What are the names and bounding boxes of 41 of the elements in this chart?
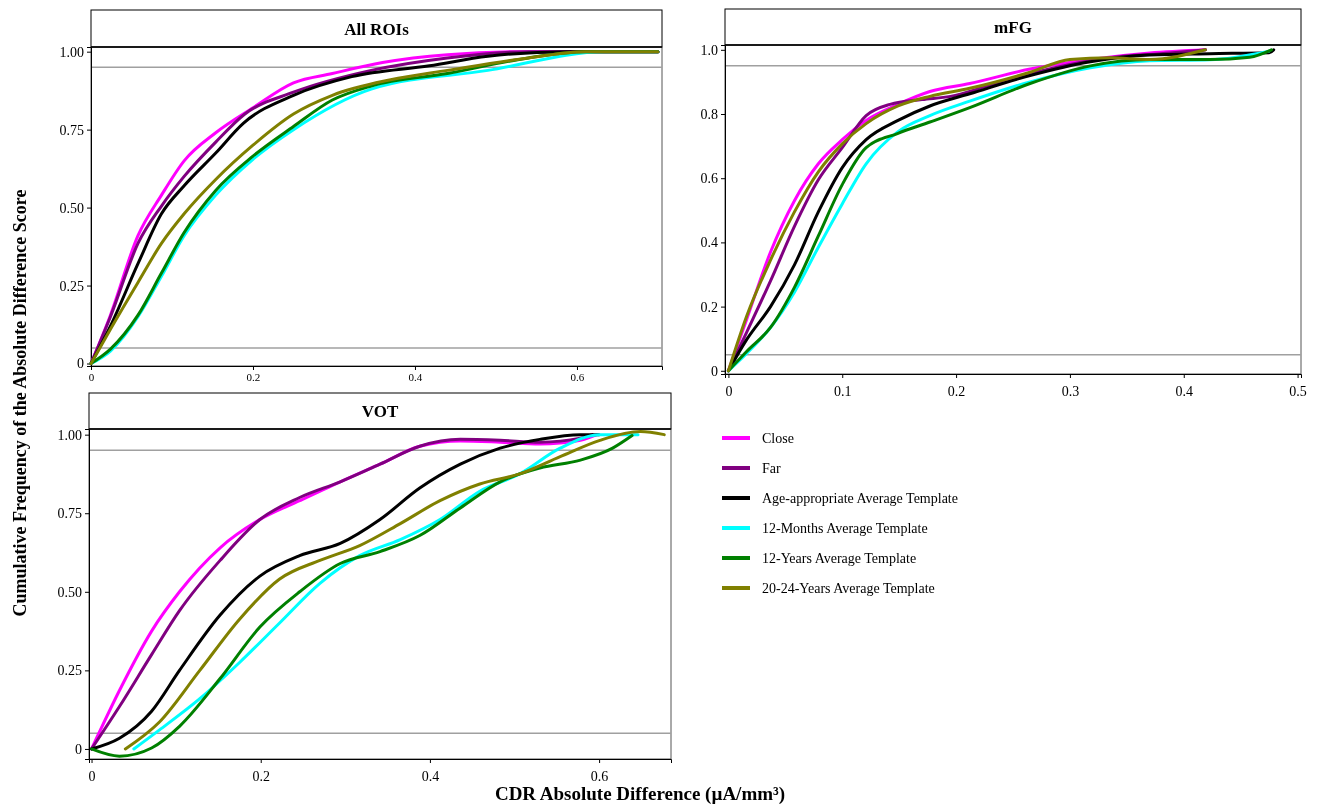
y-tick-label: 0 [75, 741, 82, 757]
x-tick-label: 0.6 [590, 769, 609, 785]
legend-label: 20-24-Years Average Template [762, 581, 935, 596]
x-tick-label: 0.4 [1175, 384, 1193, 400]
y-tick-label: 0.8 [700, 106, 718, 122]
y-tick-label: 0 [77, 356, 84, 372]
y-tick-label: 1.00 [59, 44, 84, 60]
legend-label: Close [762, 431, 794, 446]
y-tick-label: 0.75 [57, 506, 82, 522]
y-tick-label: 0.75 [59, 122, 84, 138]
legend-label: Far [762, 461, 781, 476]
x-tick-label: 0.1 [834, 384, 852, 400]
x-axis-title: CDR Absolute Difference (µA/mm³) [494, 783, 786, 805]
x-tick-label: 0.2 [252, 769, 270, 785]
legend-label: 12-Years Average Template [762, 551, 917, 566]
y-tick-label: 1.0 [700, 42, 718, 58]
y-tick-label: 0.4 [700, 235, 718, 251]
y-tick-label: 1.00 [57, 427, 82, 443]
legend-label: 12-Months Average Template [762, 521, 928, 536]
x-tick-label: 0 [88, 371, 95, 384]
line-series [89, 50, 660, 366]
chart-title: VOT [361, 402, 399, 421]
y-tick-label: 0.25 [59, 278, 84, 294]
chart-title: All ROIs [344, 19, 410, 39]
x-tick-label: 0.6 [570, 371, 585, 384]
x-tick-label: 0.5 [1289, 384, 1307, 400]
x-tick-label: 0.2 [947, 384, 966, 400]
x-tick-label: 0.4 [408, 371, 423, 384]
chart-title: mFG [994, 18, 1032, 37]
y-tick-label: 0.50 [59, 200, 84, 216]
x-tick-label: 0.4 [421, 769, 440, 785]
x-tick-label: 0 [88, 769, 96, 785]
legend-label: Age-appropriate Average Template [762, 491, 958, 506]
y-tick-label: 0.6 [700, 171, 718, 187]
x-tick-label: 0 [725, 384, 733, 400]
y-axis-title: Cumulative Frequency of the Absolute Difference Score [10, 189, 30, 617]
x-tick-label: 0.3 [1061, 384, 1080, 400]
y-tick-label: 0.50 [57, 584, 82, 600]
x-tick-label: 0.2 [246, 371, 261, 384]
y-tick-label: 0.25 [57, 663, 82, 679]
y-tick-label: 0.2 [700, 299, 718, 315]
